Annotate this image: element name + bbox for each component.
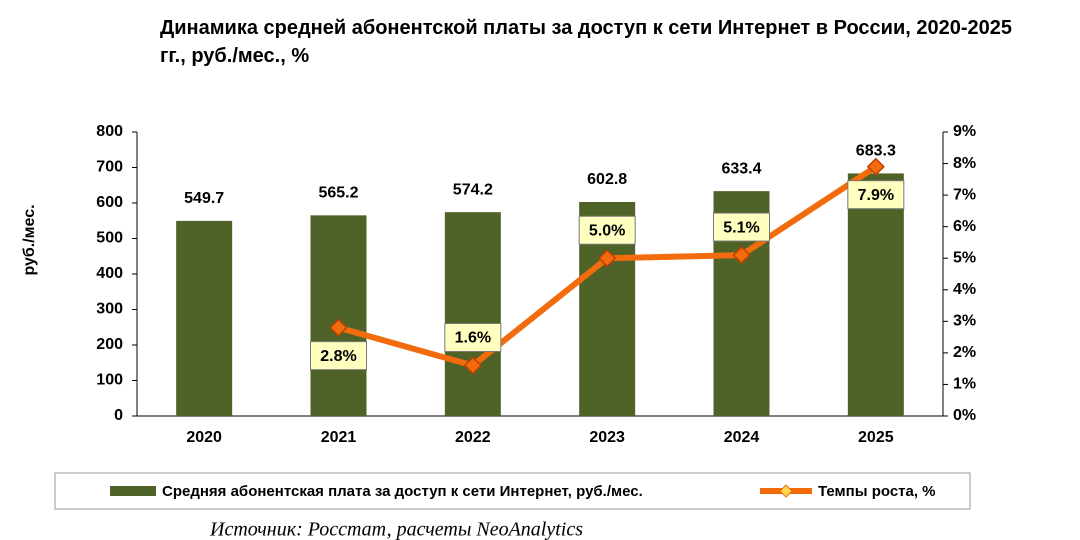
- y2-tick-label: 8%: [953, 155, 976, 172]
- legend-box: [54, 472, 971, 510]
- x-tick-label: 2025: [858, 429, 894, 446]
- legend-marker: [779, 484, 793, 498]
- legend-label: Средняя абонентская плата за доступ к се…: [162, 483, 643, 500]
- line-value-label: 1.6%: [455, 330, 491, 347]
- y-axis-label: руб./мес.: [21, 204, 38, 275]
- y2-tick-label: 7%: [953, 186, 976, 203]
- y2-tick-label: 6%: [953, 218, 976, 235]
- x-tick-label: 2024: [724, 429, 760, 446]
- bar-value-label: 549.7: [184, 190, 224, 207]
- x-tick-label: 2020: [186, 429, 222, 446]
- y2-tick-label: 5%: [953, 249, 976, 266]
- y-tick-label: 0: [114, 407, 123, 424]
- y-tick-label: 100: [96, 372, 123, 389]
- bar: [847, 173, 904, 416]
- y2-tick-label: 9%: [953, 123, 976, 140]
- bar-value-label: 683.3: [856, 143, 896, 160]
- chart-title: Динамика средней абонентской платы за до…: [160, 17, 1013, 67]
- line-marker: [329, 318, 348, 337]
- bar: [444, 212, 501, 416]
- value-label-box: [578, 215, 636, 245]
- x-tick-label: 2023: [589, 429, 625, 446]
- bar-value-label: 574.2: [453, 181, 493, 198]
- line-marker: [463, 356, 482, 375]
- bar-value-label: 602.8: [587, 171, 627, 188]
- y-tick-label: 400: [96, 265, 123, 282]
- bar-value-label: 565.2: [318, 185, 358, 202]
- bar: [176, 220, 233, 416]
- line-value-label: 7.9%: [858, 187, 894, 204]
- value-label-box: [444, 323, 502, 353]
- value-label-box: [847, 180, 905, 210]
- line-value-label: 5.0%: [589, 222, 625, 239]
- value-label-box: [310, 341, 367, 371]
- line-marker: [598, 249, 617, 268]
- line-value-label: 5.1%: [723, 219, 759, 236]
- y-tick-label: 700: [96, 159, 123, 176]
- y-tick-label: 800: [96, 123, 123, 140]
- bar: [310, 215, 367, 416]
- legend-label: Темпы роста, %: [818, 483, 936, 500]
- y-tick-label: 600: [96, 194, 123, 211]
- x-tick-label: 2021: [321, 429, 357, 446]
- y2-tick-label: 2%: [953, 344, 976, 361]
- y2-tick-label: 4%: [953, 281, 976, 298]
- line-value-label: 2.8%: [320, 348, 356, 365]
- y-tick-label: 200: [96, 336, 123, 353]
- value-label-box: [713, 212, 770, 242]
- source: Источник: Росстат, расчеты NeoAnalytics: [209, 519, 583, 540]
- y-tick-label: 300: [96, 301, 123, 318]
- legend-swatch: [110, 486, 156, 496]
- line-marker: [866, 157, 885, 176]
- y2-tick-label: 1%: [953, 376, 976, 393]
- y2-tick-label: 3%: [953, 313, 976, 330]
- y2-tick-label: 0%: [953, 407, 976, 424]
- line-marker: [732, 246, 751, 265]
- x-tick-label: 2022: [455, 429, 491, 446]
- y-tick-label: 500: [96, 230, 123, 247]
- bar-value-label: 633.4: [721, 160, 761, 177]
